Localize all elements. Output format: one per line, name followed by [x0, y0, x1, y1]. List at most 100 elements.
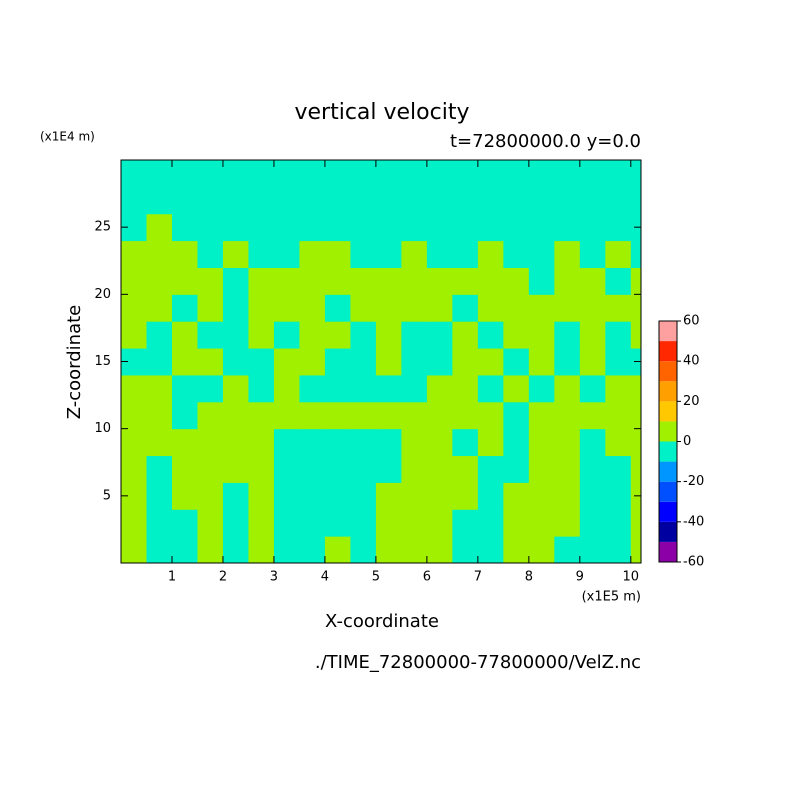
contour-cell: [299, 160, 326, 188]
contour-cell: [299, 428, 326, 457]
colorbar-swatch: [659, 361, 677, 382]
x-unit: (x1E5 m): [582, 590, 641, 605]
contour-cell: [426, 213, 453, 242]
contour-cell: [579, 294, 606, 322]
contour-cell: [375, 348, 402, 376]
contour-cell: [350, 240, 377, 268]
contour-cell: [477, 267, 504, 295]
contour-cell: [146, 240, 173, 268]
colorbar-tick-label: 40: [683, 354, 700, 369]
contour-cell: [197, 186, 224, 215]
contour-cell: [452, 509, 479, 537]
contour-cell: [401, 374, 428, 403]
contour-cell: [477, 455, 504, 483]
contour-cell: [171, 401, 198, 430]
contour-cell: [554, 509, 581, 537]
contour-cell: [121, 509, 147, 537]
x-tick-label: 6: [423, 570, 431, 585]
contour-cell: [171, 509, 198, 537]
contour-cell: [452, 213, 479, 242]
contour-cell: [401, 509, 428, 537]
contour-cell: [324, 401, 351, 430]
contour-cell: [452, 428, 479, 457]
contour-cell: [477, 482, 504, 510]
y-axis-label: Z-coordinate: [64, 305, 85, 420]
contour-cell: [528, 401, 555, 430]
contour-cell: [121, 401, 147, 430]
contour-cell: [401, 348, 428, 376]
contour-cell: [554, 401, 581, 430]
contour-cell: [273, 401, 300, 430]
colorbar-swatch: [659, 321, 677, 342]
contour-cell: [248, 401, 275, 430]
contour-cell: [503, 213, 530, 242]
contour-cell: [426, 321, 453, 349]
contour-cell: [579, 401, 606, 430]
contour-cell: [146, 186, 173, 215]
contour-cell: [121, 374, 147, 403]
colorbar-tick-label: -20: [683, 474, 704, 489]
contour-cell: [554, 455, 581, 483]
x-tick-label: 10: [623, 570, 640, 585]
chart-title: vertical velocity: [294, 100, 469, 125]
contour-cell: [222, 321, 249, 349]
x-tick-label: 4: [321, 570, 329, 585]
contour-cell: [146, 509, 173, 537]
contour-cell: [350, 321, 377, 349]
contour-cell: [528, 186, 555, 215]
contour-cell: [146, 160, 173, 188]
contour-cell: [248, 294, 275, 322]
contour-cell: [579, 536, 606, 564]
contour-cell: [426, 536, 453, 564]
contour-cell: [146, 401, 173, 430]
contour-cell: [401, 401, 428, 430]
contour-cell: [605, 536, 632, 564]
contour-cell: [299, 536, 326, 564]
contour-cell: [121, 294, 147, 322]
contour-cell: [375, 267, 402, 295]
contour-cell: [222, 186, 249, 215]
contour-cell: [605, 240, 632, 268]
contour-cell: [350, 213, 377, 242]
contour-cell: [324, 186, 351, 215]
contour-cell: [299, 401, 326, 430]
contour-cell: [248, 482, 275, 510]
contour-cell: [273, 294, 300, 322]
contour-cell: [324, 509, 351, 537]
contour-cell: [299, 213, 326, 242]
contour-cell: [273, 348, 300, 376]
contour-cell: [248, 348, 275, 376]
contour-cell: [375, 455, 402, 483]
contour-cell: [121, 455, 147, 483]
contour-cell: [324, 294, 351, 322]
y-tick-label: 5: [103, 488, 111, 503]
contour-cell: [579, 374, 606, 403]
contour-cell: [503, 428, 530, 457]
contour-cell: [630, 321, 642, 349]
contour-cell: [273, 455, 300, 483]
contour-cell: [324, 536, 351, 564]
contour-cell: [554, 267, 581, 295]
contour-cell: [146, 374, 173, 403]
contour-cell: [554, 348, 581, 376]
contour-cell: [477, 374, 504, 403]
x-tick-label: 7: [474, 570, 482, 585]
contour-cell: [273, 374, 300, 403]
contour-cell: [375, 160, 402, 188]
contour-cell: [528, 374, 555, 403]
contour-cell: [528, 509, 555, 537]
contour-cell: [299, 321, 326, 349]
contour-cell: [171, 294, 198, 322]
contour-cell: [554, 294, 581, 322]
contour-cell: [426, 455, 453, 483]
contour-cell: [426, 267, 453, 295]
contour-cell: [299, 482, 326, 510]
contour-cell: [426, 509, 453, 537]
contour-cell: [477, 401, 504, 430]
contour-cell: [171, 428, 198, 457]
contour-cell: [401, 536, 428, 564]
contour-cell: [197, 374, 224, 403]
contour-cell: [477, 294, 504, 322]
contour-cell: [273, 482, 300, 510]
